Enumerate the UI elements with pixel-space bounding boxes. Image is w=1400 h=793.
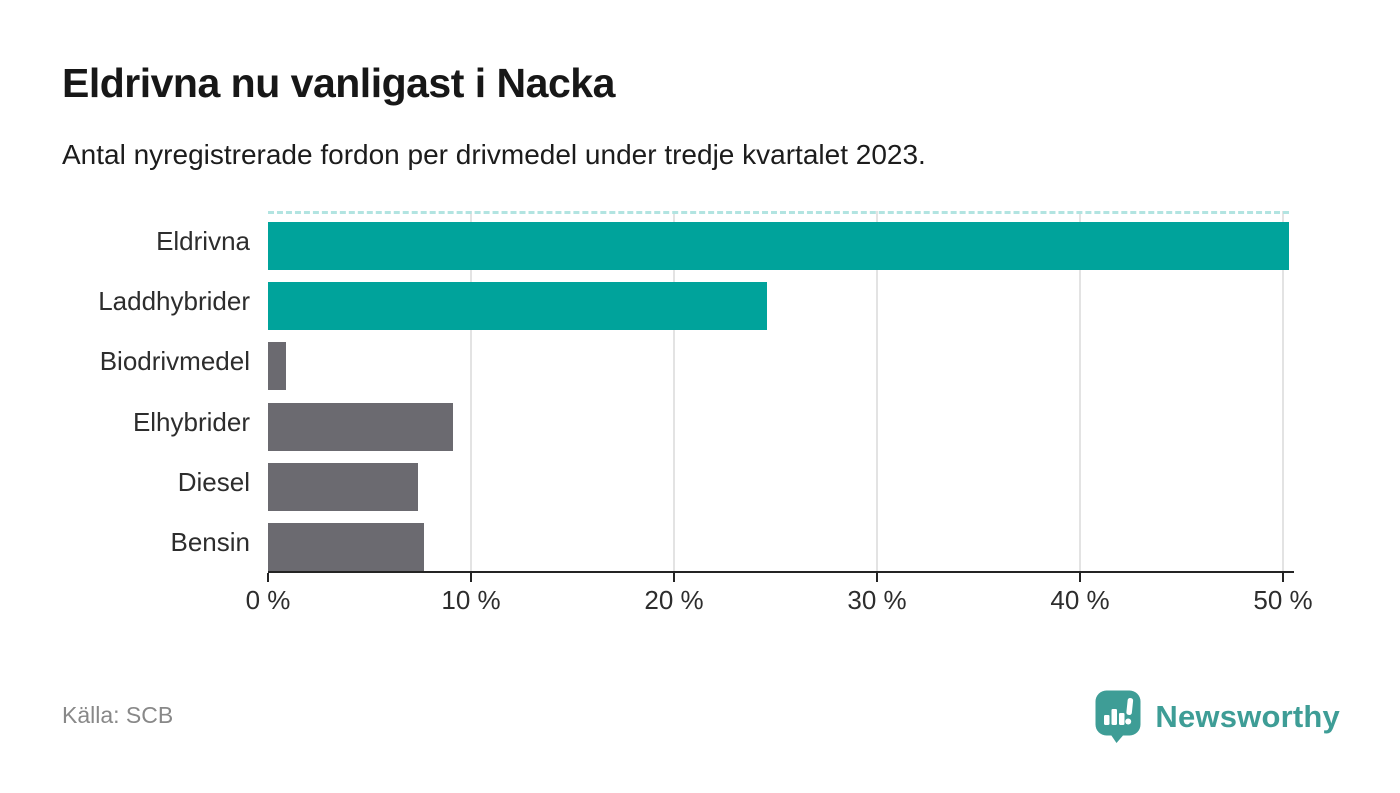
tick-mark <box>1079 573 1081 582</box>
category-label: Bensin <box>170 526 251 557</box>
plot-area <box>268 211 1294 572</box>
category-label: Diesel <box>177 466 250 497</box>
tick-mark <box>876 573 878 582</box>
tick-label: 20 % <box>644 585 704 615</box>
tick-mark <box>673 573 675 582</box>
brand-wordmark: Newsworthy <box>1155 699 1340 734</box>
brand-logo: Newsworthy <box>1095 690 1340 744</box>
page-title: Eldrivna nu vanligast i Nacka <box>62 60 615 106</box>
chart-subtitle: Antal nyregistrerade fordon per drivmede… <box>62 139 926 170</box>
bar-bensin <box>268 522 425 571</box>
gridline <box>876 211 878 572</box>
category-label: Elhybrider <box>132 406 250 437</box>
tick-mark <box>1282 573 1284 582</box>
tick-label: 0 % <box>245 585 291 615</box>
gridline <box>470 211 472 572</box>
category-label: Laddhybrider <box>98 286 250 317</box>
top-dashed-line <box>268 211 1290 214</box>
tick-label: 10 % <box>441 585 501 615</box>
x-axis-line <box>268 571 1294 573</box>
newsworthy-bubble-chart-icon <box>1095 690 1142 744</box>
category-label: Biodrivmedel <box>99 346 250 377</box>
bar-eldrivna <box>268 222 1290 270</box>
source-note: Källa: SCB <box>62 702 174 728</box>
bar-diesel <box>268 462 419 511</box>
bar-elhybrider <box>268 402 453 451</box>
gridline <box>1079 211 1081 572</box>
tick-mark <box>470 573 472 582</box>
category-label: Eldrivna <box>156 226 250 256</box>
bar-biodrivmedel <box>268 342 287 391</box>
tick-label: 40 % <box>1050 585 1110 615</box>
tick-label: 50 % <box>1253 585 1313 615</box>
bar-laddhybrider <box>268 282 768 331</box>
tick-label: 30 % <box>847 585 907 615</box>
gridline <box>673 211 675 572</box>
gridline <box>1282 211 1284 572</box>
tick-mark <box>267 573 269 582</box>
